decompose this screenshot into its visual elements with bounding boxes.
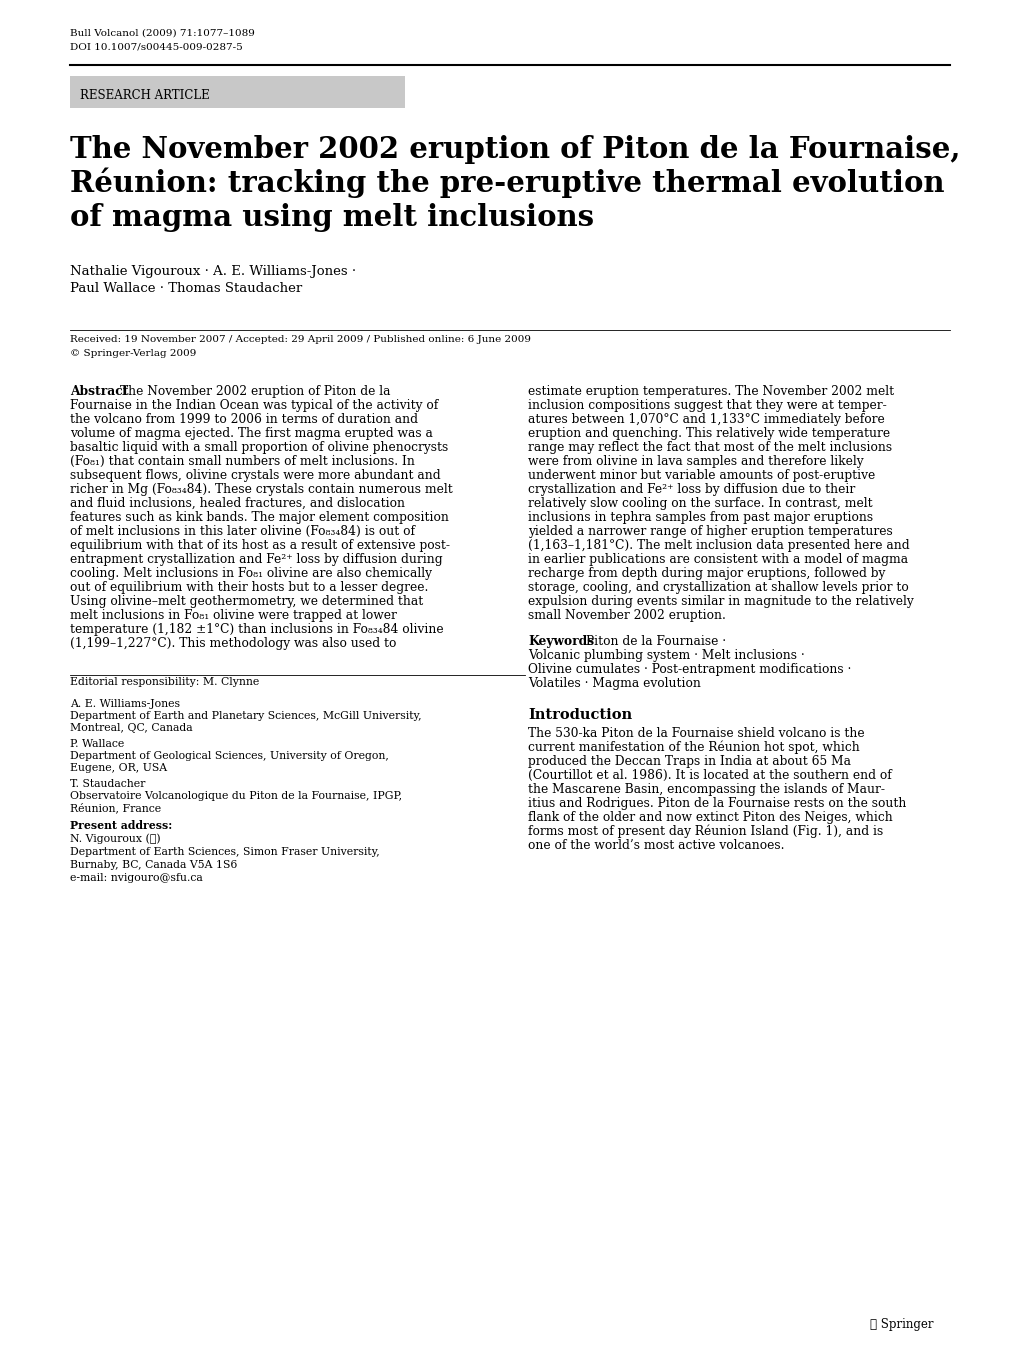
Text: out of equilibrium with their hosts but to a lesser degree.: out of equilibrium with their hosts but … (70, 581, 428, 593)
Text: features such as kink bands. The major element composition: features such as kink bands. The major e… (70, 511, 448, 524)
Text: Keywords: Keywords (528, 635, 593, 648)
Text: of magma using melt inclusions: of magma using melt inclusions (70, 203, 593, 232)
Text: Paul Wallace · Thomas Staudacher: Paul Wallace · Thomas Staudacher (70, 282, 302, 295)
Text: Received: 19 November 2007 / Accepted: 29 April 2009 / Published online: 6 June : Received: 19 November 2007 / Accepted: 2… (70, 335, 531, 344)
Text: inclusion compositions suggest that they were at temper-: inclusion compositions suggest that they… (528, 398, 886, 412)
Text: and fluid inclusions, healed fractures, and dislocation: and fluid inclusions, healed fractures, … (70, 497, 405, 509)
Text: in earlier publications are consistent with a model of magma: in earlier publications are consistent w… (528, 553, 907, 566)
Text: RESEARCH ARTICLE: RESEARCH ARTICLE (79, 89, 210, 102)
Text: recharge from depth during major eruptions, followed by: recharge from depth during major eruptio… (528, 566, 884, 580)
Text: estimate eruption temperatures. The November 2002 melt: estimate eruption temperatures. The Nove… (528, 385, 894, 398)
Text: current manifestation of the Réunion hot spot, which: current manifestation of the Réunion hot… (528, 740, 859, 753)
Text: Bull Volcanol (2009) 71:1077–1089: Bull Volcanol (2009) 71:1077–1089 (70, 28, 255, 38)
Text: Department of Earth and Planetary Sciences, McGill University,: Department of Earth and Planetary Scienc… (70, 711, 421, 721)
Text: Introduction: Introduction (528, 709, 632, 722)
Text: Volatiles · Magma evolution: Volatiles · Magma evolution (528, 678, 700, 690)
Text: Eugene, OR, USA: Eugene, OR, USA (70, 763, 167, 772)
Text: Nathalie Vigouroux · A. E. Williams-Jones ·: Nathalie Vigouroux · A. E. Williams-Jone… (70, 266, 356, 278)
Text: (Fo₈₁) that contain small numbers of melt inclusions. In: (Fo₈₁) that contain small numbers of mel… (70, 455, 415, 467)
Bar (70, 76, 405, 108)
Text: Abstract: Abstract (70, 385, 128, 398)
Text: flank of the older and now extinct Piton des Neiges, which: flank of the older and now extinct Piton… (528, 812, 892, 824)
Text: itius and Rodrigues. Piton de la Fournaise rests on the south: itius and Rodrigues. Piton de la Fournai… (528, 797, 906, 810)
Text: (1,199–1,227°C). This methodology was also used to: (1,199–1,227°C). This methodology was al… (70, 637, 396, 650)
Text: equilibrium with that of its host as a result of extensive post-: equilibrium with that of its host as a r… (70, 539, 449, 551)
Text: Editorial responsibility: M. Clynne: Editorial responsibility: M. Clynne (70, 678, 259, 687)
Text: expulsion during events similar in magnitude to the relatively: expulsion during events similar in magni… (528, 595, 913, 608)
Text: Ⓢ Springer: Ⓢ Springer (869, 1318, 932, 1331)
Text: Piton de la Fournaise ·: Piton de la Fournaise · (586, 635, 726, 648)
Text: small November 2002 eruption.: small November 2002 eruption. (528, 608, 726, 622)
Text: DOI 10.1007/s00445-009-0287-5: DOI 10.1007/s00445-009-0287-5 (70, 43, 243, 51)
Text: underwent minor but variable amounts of post-eruptive: underwent minor but variable amounts of … (528, 469, 874, 482)
Text: inclusions in tephra samples from past major eruptions: inclusions in tephra samples from past m… (528, 511, 872, 524)
Text: (Courtillot et al. 1986). It is located at the southern end of: (Courtillot et al. 1986). It is located … (528, 770, 891, 782)
Text: The 530-ka Piton de la Fournaise shield volcano is the: The 530-ka Piton de la Fournaise shield … (528, 728, 864, 740)
Text: © Springer-Verlag 2009: © Springer-Verlag 2009 (70, 350, 197, 358)
Text: Present address:: Present address: (70, 820, 172, 831)
Text: entrapment crystallization and Fe²⁺ loss by diffusion during: entrapment crystallization and Fe²⁺ loss… (70, 553, 442, 566)
Text: Burnaby, BC, Canada V5A 1S6: Burnaby, BC, Canada V5A 1S6 (70, 860, 237, 870)
Text: subsequent flows, olivine crystals were more abundant and: subsequent flows, olivine crystals were … (70, 469, 440, 482)
Text: P. Wallace: P. Wallace (70, 738, 124, 749)
Text: atures between 1,070°C and 1,133°C immediately before: atures between 1,070°C and 1,133°C immed… (528, 413, 883, 425)
Text: Department of Earth Sciences, Simon Fraser University,: Department of Earth Sciences, Simon Fras… (70, 847, 379, 856)
Text: produced the Deccan Traps in India at about 65 Ma: produced the Deccan Traps in India at ab… (528, 755, 850, 768)
Text: were from olivine in lava samples and therefore likely: were from olivine in lava samples and th… (528, 455, 863, 467)
Text: T. Staudacher: T. Staudacher (70, 779, 146, 789)
Text: basaltic liquid with a small proportion of olivine phenocrysts: basaltic liquid with a small proportion … (70, 440, 447, 454)
Text: melt inclusions in Fo₈₁ olivine were trapped at lower: melt inclusions in Fo₈₁ olivine were tra… (70, 608, 396, 622)
Text: Réunion: tracking the pre-eruptive thermal evolution: Réunion: tracking the pre-eruptive therm… (70, 168, 944, 198)
Text: e-mail: nvigouro@sfu.ca: e-mail: nvigouro@sfu.ca (70, 873, 203, 883)
Text: eruption and quenching. This relatively wide temperature: eruption and quenching. This relatively … (528, 427, 890, 440)
Text: Using olivine–melt geothermometry, we determined that: Using olivine–melt geothermometry, we de… (70, 595, 423, 608)
Text: The November 2002 eruption of Piton de la: The November 2002 eruption of Piton de l… (120, 385, 390, 398)
Text: of melt inclusions in this later olivine (Fo₈₃₄84) is out of: of melt inclusions in this later olivine… (70, 524, 415, 538)
Text: The November 2002 eruption of Piton de la Fournaise,: The November 2002 eruption of Piton de l… (70, 136, 960, 164)
Text: the volcano from 1999 to 2006 in terms of duration and: the volcano from 1999 to 2006 in terms o… (70, 413, 418, 425)
Text: yielded a narrower range of higher eruption temperatures: yielded a narrower range of higher erupt… (528, 524, 892, 538)
Text: (1,163–1,181°C). The melt inclusion data presented here and: (1,163–1,181°C). The melt inclusion data… (528, 539, 909, 551)
Text: temperature (1,182 ±1°C) than inclusions in Fo₈₃₄84 olivine: temperature (1,182 ±1°C) than inclusions… (70, 623, 443, 635)
Text: crystallization and Fe²⁺ loss by diffusion due to their: crystallization and Fe²⁺ loss by diffusi… (528, 482, 854, 496)
Text: Volcanic plumbing system · Melt inclusions ·: Volcanic plumbing system · Melt inclusio… (528, 649, 804, 663)
Text: N. Vigouroux (✉): N. Vigouroux (✉) (70, 833, 160, 844)
Text: storage, cooling, and crystallization at shallow levels prior to: storage, cooling, and crystallization at… (528, 581, 908, 593)
Text: A. E. Williams-Jones: A. E. Williams-Jones (70, 699, 179, 709)
Text: Fournaise in the Indian Ocean was typical of the activity of: Fournaise in the Indian Ocean was typica… (70, 398, 438, 412)
Text: Department of Geological Sciences, University of Oregon,: Department of Geological Sciences, Unive… (70, 751, 388, 762)
Text: forms most of present day Réunion Island (Fig. 1), and is: forms most of present day Réunion Island… (528, 824, 882, 837)
Text: Olivine cumulates · Post-entrapment modifications ·: Olivine cumulates · Post-entrapment modi… (528, 663, 851, 676)
Text: Montreal, QC, Canada: Montreal, QC, Canada (70, 724, 193, 733)
Text: cooling. Melt inclusions in Fo₈₁ olivine are also chemically: cooling. Melt inclusions in Fo₈₁ olivine… (70, 566, 432, 580)
Text: Réunion, France: Réunion, France (70, 802, 161, 813)
Text: one of the world’s most active volcanoes.: one of the world’s most active volcanoes… (528, 839, 784, 852)
Text: richer in Mg (Fo₈₃₄84). These crystals contain numerous melt: richer in Mg (Fo₈₃₄84). These crystals c… (70, 482, 452, 496)
Text: volume of magma ejected. The first magma erupted was a: volume of magma ejected. The first magma… (70, 427, 432, 440)
Text: relatively slow cooling on the surface. In contrast, melt: relatively slow cooling on the surface. … (528, 497, 872, 509)
Text: range may reflect the fact that most of the melt inclusions: range may reflect the fact that most of … (528, 440, 892, 454)
Text: the Mascarene Basin, encompassing the islands of Maur-: the Mascarene Basin, encompassing the is… (528, 783, 884, 795)
Text: Observatoire Volcanologique du Piton de la Fournaise, IPGP,: Observatoire Volcanologique du Piton de … (70, 791, 401, 801)
